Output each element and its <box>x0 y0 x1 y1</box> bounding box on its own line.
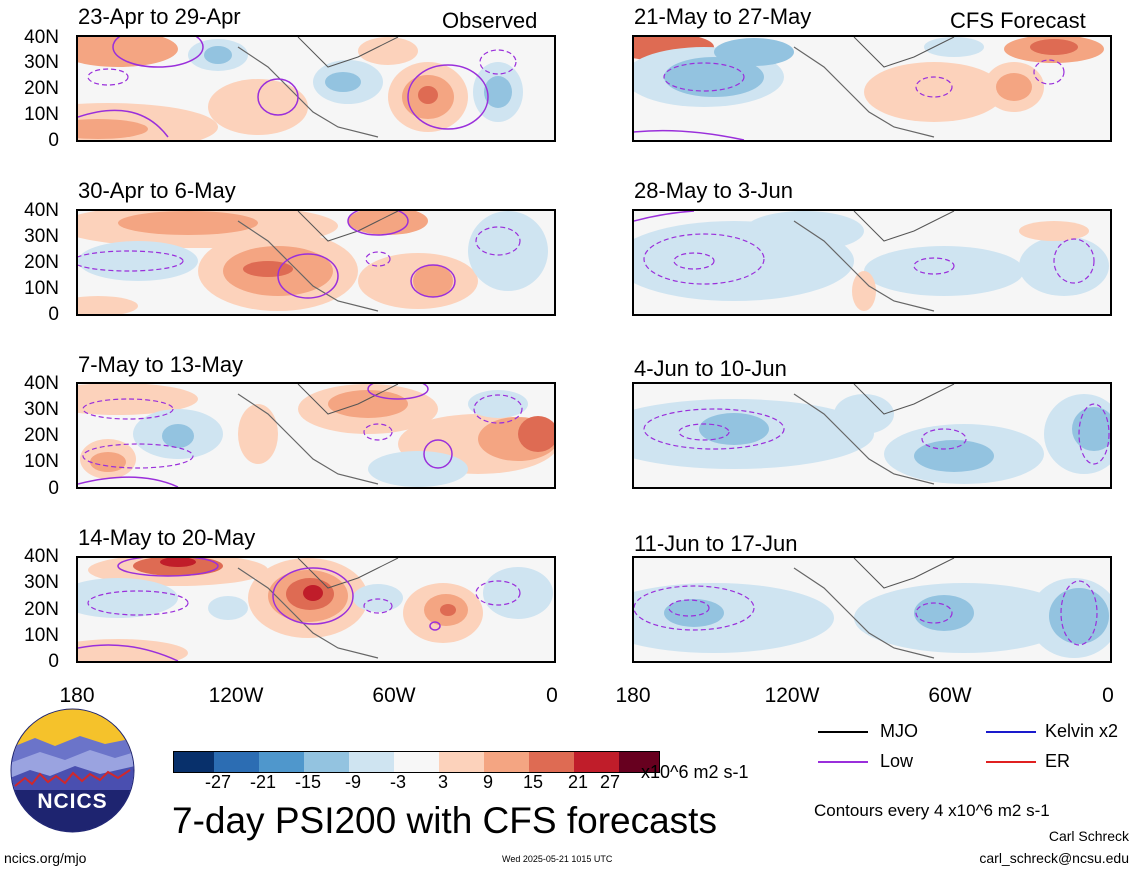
colorbar-swatch <box>259 752 304 772</box>
y-tick: 10N <box>24 278 59 299</box>
y-tick: 30N <box>24 399 59 420</box>
x-tick: 60W <box>928 684 972 707</box>
map-panel-p7 <box>76 556 556 663</box>
panel-title-p4: 28-May to 3-Jun <box>634 178 793 203</box>
x-tick: 120W <box>764 684 820 707</box>
contour-note: Contours every 4 x10^6 m2 s-1 <box>814 801 1050 820</box>
y-tick: 20N <box>24 425 59 446</box>
colorbar-tick: 21 <box>567 772 589 792</box>
map-panel-p6 <box>632 382 1112 489</box>
y-tick: 10N <box>24 625 59 646</box>
legend-low-label: Low <box>880 751 914 771</box>
y-tick: 40N <box>24 200 59 221</box>
timestamp: Wed 2025-05-21 1015 UTC <box>502 854 613 864</box>
logo-text: NCICS <box>37 790 108 813</box>
forecast-label: CFS Forecast <box>950 8 1086 33</box>
y-tick: 10N <box>24 104 59 125</box>
colorbar-swatch <box>394 752 439 772</box>
ncics-logo[interactable]: NCICS <box>10 708 135 833</box>
author-email[interactable]: carl_schreck@ncsu.edu <box>979 850 1129 866</box>
colorbar-units: x10^6 m2 s-1 <box>641 762 749 782</box>
map-panel-p5 <box>76 382 556 489</box>
colorbar-swatch <box>174 752 214 772</box>
author-name: Carl Schreck <box>1048 828 1129 844</box>
legend-mjo-label: MJO <box>880 721 918 741</box>
kelvin-line-swatch <box>986 731 1036 733</box>
x-tick: 0 <box>1102 684 1114 707</box>
colorbar-swatch <box>439 752 484 772</box>
panel-title-p6: 4-Jun to 10-Jun <box>634 356 787 381</box>
y-tick: 30N <box>24 226 59 247</box>
y-tick: 0 <box>48 130 59 151</box>
colorbar-tick: -3 <box>389 772 407 792</box>
colorbar-swatch <box>304 752 349 772</box>
y-tick: 40N <box>24 546 59 567</box>
map-panel-p2 <box>632 35 1112 142</box>
site-link[interactable]: ncics.org/mjo <box>4 850 87 866</box>
mjo-line-swatch <box>818 731 868 733</box>
x-tick: 120W <box>208 684 264 707</box>
x-tick: 60W <box>372 684 416 707</box>
colorbar-tick: -15 <box>294 772 322 792</box>
map-panel-p4 <box>632 209 1112 316</box>
y-tick: 0 <box>48 651 59 672</box>
er-line-swatch <box>986 761 1036 763</box>
panel-title-p8: 11-Jun to 17-Jun <box>634 531 798 556</box>
colorbar-swatch <box>529 752 574 772</box>
legend-er-label: ER <box>1045 751 1071 771</box>
colorbar-tick: -27 <box>204 772 232 792</box>
x-tick: 180 <box>59 684 95 707</box>
y-tick: 20N <box>24 252 59 273</box>
panel-title-p1: 23-Apr to 29-Apr <box>78 4 241 29</box>
y-tick: 0 <box>48 478 59 499</box>
y-tick: 20N <box>24 599 59 620</box>
x-tick: 180 <box>615 684 651 707</box>
panel-title-p3: 30-Apr to 6-May <box>78 178 236 203</box>
colorbar-swatch <box>214 752 259 772</box>
panel-title-p2: 21-May to 27-May <box>634 4 812 29</box>
colorbar-tick: -21 <box>249 772 277 792</box>
low-line-swatch <box>818 761 868 763</box>
colorbar-tick: -9 <box>344 772 362 792</box>
colorbar-tick: 9 <box>482 772 494 792</box>
legend-kelvin-label: Kelvin x2 <box>1045 721 1119 741</box>
y-tick: 40N <box>24 27 59 48</box>
map-panel-p8 <box>632 556 1112 663</box>
y-tick: 10N <box>24 451 59 472</box>
map-panel-p3 <box>76 209 556 316</box>
colorbar-tick: 27 <box>599 772 621 792</box>
page-title: 7-day PSI200 with CFS forecasts <box>172 800 717 841</box>
panel-title-p7: 14-May to 20-May <box>78 525 256 550</box>
x-tick: 0 <box>546 684 558 707</box>
colorbar-swatch <box>484 752 529 772</box>
y-tick: 0 <box>48 304 59 325</box>
y-tick: 40N <box>24 373 59 394</box>
y-tick: 20N <box>24 78 59 99</box>
colorbar <box>173 751 660 773</box>
y-tick: 30N <box>24 52 59 73</box>
y-tick: 30N <box>24 572 59 593</box>
colorbar-swatch <box>349 752 394 772</box>
panel-title-p5: 7-May to 13-May <box>78 352 244 377</box>
map-panel-p1 <box>76 35 556 142</box>
observed-label: Observed <box>442 8 538 33</box>
colorbar-swatch <box>619 752 659 772</box>
colorbar-tick: 15 <box>522 772 544 792</box>
colorbar-tick: 3 <box>437 772 449 792</box>
colorbar-swatch <box>574 752 619 772</box>
